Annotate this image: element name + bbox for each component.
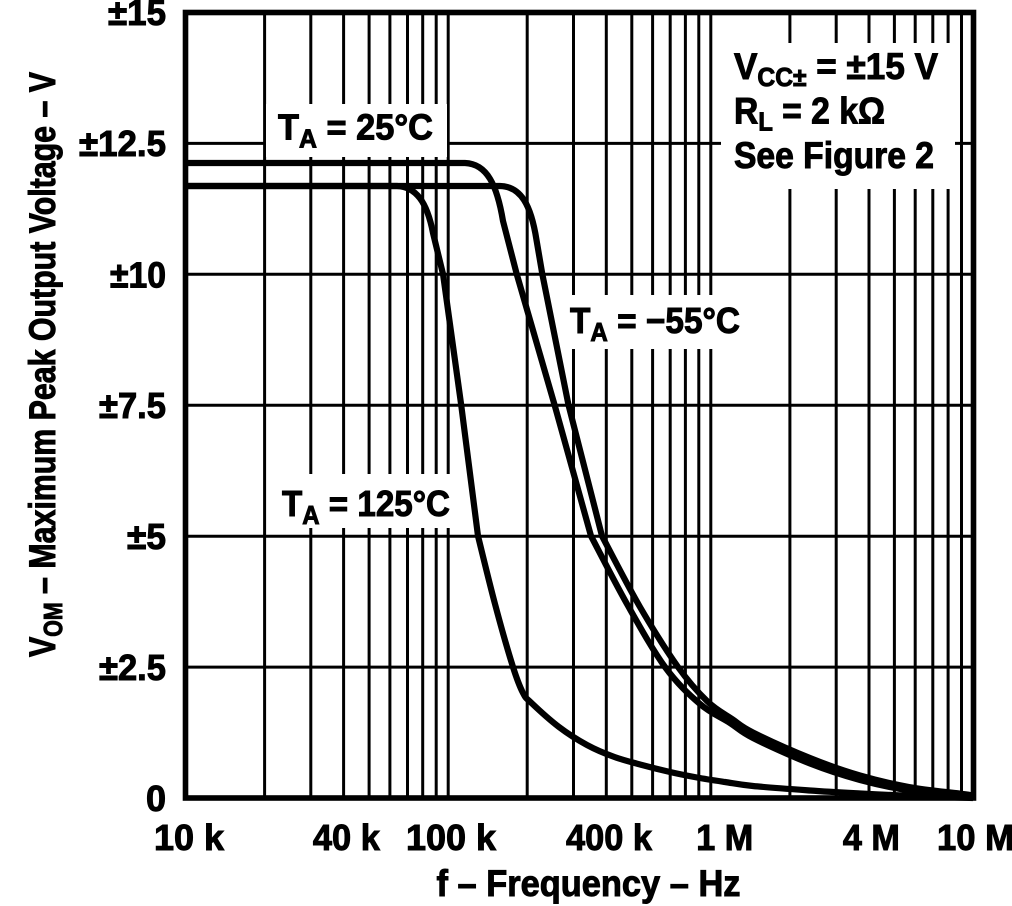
svg-text:10 k: 10 k xyxy=(154,817,225,858)
svg-text:RL = 2 kΩ: RL = 2 kΩ xyxy=(734,91,885,137)
svg-text:10 M: 10 M xyxy=(937,817,1012,858)
svg-text:±12.5: ±12.5 xyxy=(79,123,166,164)
svg-text:See Figure 2: See Figure 2 xyxy=(734,135,934,176)
svg-text:TA = 125°C: TA = 125°C xyxy=(282,483,450,530)
svg-text:1 M: 1 M xyxy=(696,817,753,858)
svg-text:4 M: 4 M xyxy=(843,817,900,858)
svg-text:±2.5: ±2.5 xyxy=(99,647,166,688)
svg-text:f – Frequency – Hz: f – Frequency – Hz xyxy=(437,863,741,904)
svg-text:±7.5: ±7.5 xyxy=(99,385,166,426)
svg-text:100 k: 100 k xyxy=(406,817,497,858)
svg-text:40 k: 40 k xyxy=(313,817,381,858)
svg-text:±5: ±5 xyxy=(127,516,166,557)
svg-text:400 k: 400 k xyxy=(566,817,653,858)
svg-text:±15: ±15 xyxy=(108,0,166,33)
svg-text:±10: ±10 xyxy=(110,255,166,296)
svg-text:0: 0 xyxy=(146,778,166,819)
svg-text:VOM – Maximum Peak Output Volt: VOM – Maximum Peak Output Voltage – V xyxy=(22,72,68,657)
svg-text:TA = −55°C: TA = −55°C xyxy=(570,300,740,347)
